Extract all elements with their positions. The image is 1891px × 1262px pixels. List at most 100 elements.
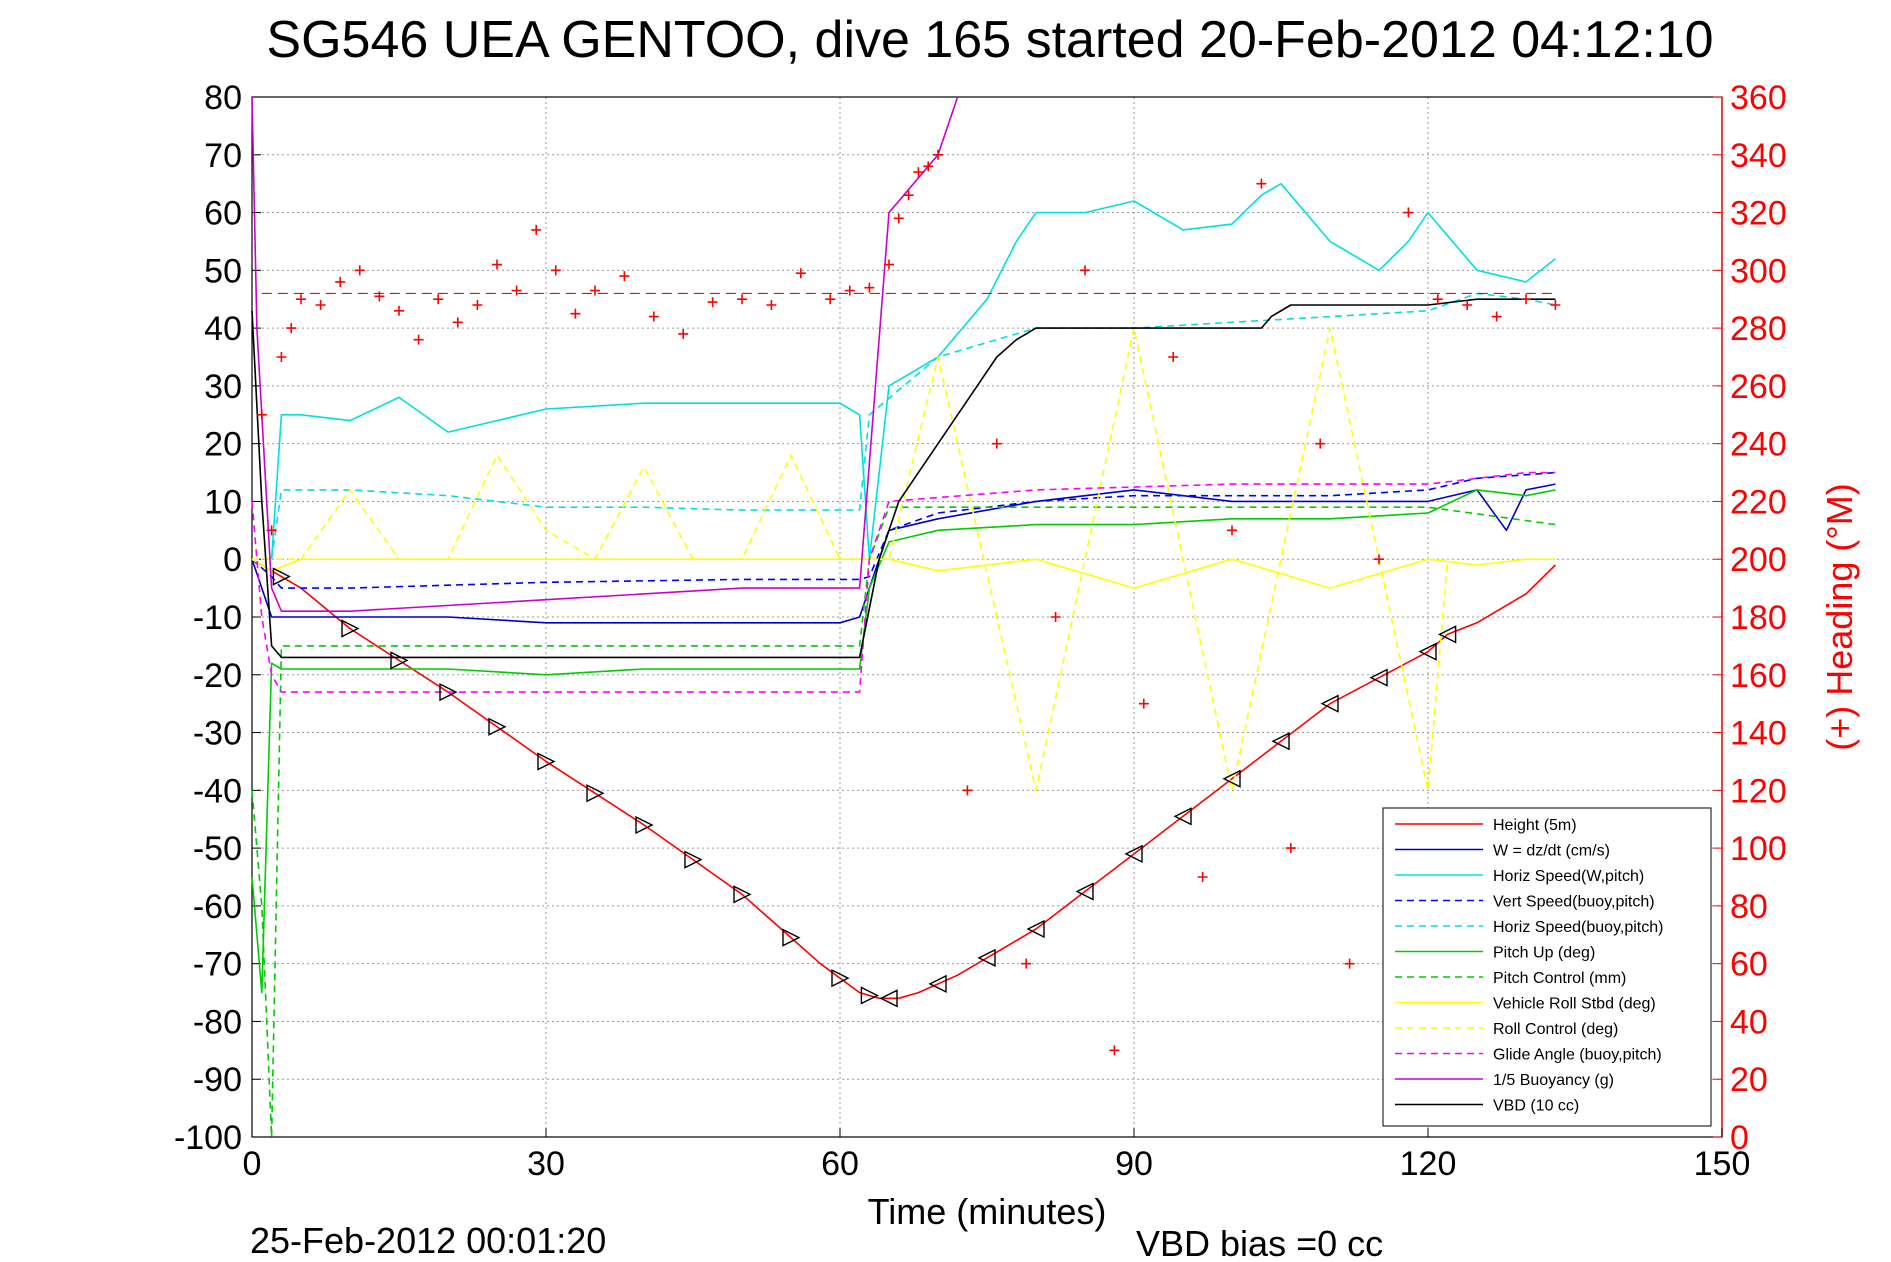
heading-point — [1521, 294, 1531, 305]
legend-label: Roll Control (deg) — [1493, 1021, 1618, 1038]
y-tick-label: 10 — [204, 483, 242, 521]
legend-label: Horiz Speed(buoy,pitch) — [1493, 919, 1663, 936]
x-tick-label: 150 — [1694, 1145, 1751, 1183]
y-tick-label: -30 — [193, 715, 242, 753]
x-tick-label: 120 — [1400, 1145, 1457, 1183]
dive-marker-left — [977, 948, 996, 968]
heading-point — [1227, 525, 1237, 536]
y2-tick-label: 220 — [1730, 483, 1787, 521]
y2-tick-label: 160 — [1730, 657, 1787, 695]
heading-point — [766, 300, 777, 310]
legend-box — [1382, 807, 1712, 1127]
y2-tick-label: 140 — [1730, 715, 1787, 753]
y-tick-label: -50 — [193, 830, 242, 868]
legend-label: Height (5m) — [1493, 817, 1577, 834]
heading-point — [296, 294, 306, 305]
dive-markers — [272, 567, 1457, 1008]
y-tick-label: -60 — [193, 888, 242, 926]
heading-point — [335, 276, 346, 287]
series-line-2 — [270, 182, 1556, 561]
heading-point — [1197, 872, 1208, 882]
heading-point — [266, 525, 277, 536]
y2-tick-label: 360 — [1730, 79, 1787, 117]
series-line-3 — [251, 471, 1556, 589]
y2-tick-label: 0 — [1730, 1119, 1749, 1157]
dive-marker-right — [860, 986, 879, 1005]
series-lines — [251, 96, 1556, 1138]
heading-point — [1462, 300, 1473, 310]
dive-marker-right — [488, 717, 507, 736]
legend-label: Glide Angle (buoy,pitch) — [1493, 1047, 1662, 1064]
y2-tick-label: 80 — [1730, 888, 1768, 926]
y-tick-label: -90 — [193, 1061, 242, 1099]
chart-title: SG546 UEA GENTOO, dive 165 started 20-Fe… — [266, 11, 1713, 69]
x-axis-label: Time (minutes) — [868, 1191, 1107, 1232]
heading-point — [354, 265, 365, 276]
footer-date: 25-Feb-2012 00:01:20 — [250, 1220, 606, 1261]
x-tick-label: 30 — [527, 1145, 565, 1183]
y2-tick-label: 320 — [1730, 195, 1787, 233]
y-tick-label: 30 — [204, 368, 242, 406]
dive-marker-right — [390, 651, 409, 670]
y2-tick-label: 340 — [1730, 137, 1787, 175]
legend-label: Vert Speed(buoy,pitch) — [1493, 894, 1655, 911]
x-tick-label: 0 — [243, 1145, 262, 1183]
series-line-0 — [251, 558, 1556, 1000]
heading-point — [1021, 958, 1032, 969]
heading-point — [1315, 438, 1326, 449]
series-line-10 — [251, 96, 959, 613]
y-tick-label: -80 — [193, 1003, 242, 1041]
y-tick-label: -10 — [193, 599, 242, 637]
x-tick-label: 90 — [1115, 1145, 1153, 1183]
dive-marker-left — [879, 989, 898, 1008]
y-tick-label: -100 — [174, 1119, 242, 1157]
heading-point — [1550, 300, 1561, 310]
heading-point — [991, 438, 1002, 449]
legend-label: Pitch Up (deg) — [1493, 945, 1595, 962]
heading-point — [678, 328, 689, 339]
y-tick-label: 0 — [223, 541, 242, 579]
series-line-1 — [251, 483, 1556, 624]
dive-marker-right — [733, 885, 752, 904]
y-tick-label: 80 — [204, 79, 242, 117]
heading-point — [570, 308, 581, 319]
dive-marker-right — [439, 682, 458, 702]
heading-point — [1109, 1045, 1120, 1056]
y-axis: 80 70 60 50 40 30 20 10 0 -10 -20 -30 -40 -50 -60 -70 -8… — [174, 79, 261, 1157]
heading-point — [472, 300, 483, 310]
y2-tick-label: 40 — [1730, 1003, 1768, 1041]
heading-point — [1050, 612, 1061, 622]
heading-point — [1168, 352, 1179, 362]
y-tick-label: 50 — [204, 252, 242, 290]
dive-marker-left — [1369, 668, 1388, 687]
y2-axis: 3603403203002802602402202001801601401201… — [1713, 79, 1787, 1157]
heading-point — [844, 285, 855, 296]
heading-point — [413, 334, 424, 345]
y2-tick-label: 200 — [1730, 541, 1787, 579]
dive-marker-left — [1075, 882, 1094, 901]
y2-tick-label: 20 — [1730, 1061, 1768, 1099]
y-tick-label: 40 — [204, 310, 242, 348]
dive-marker-left — [1026, 919, 1045, 939]
heading-point — [884, 259, 894, 270]
dive-marker-right — [782, 928, 801, 947]
heading-point — [1491, 311, 1502, 322]
y2-tick-label: 240 — [1730, 426, 1787, 464]
x-tick-label: 60 — [821, 1145, 859, 1183]
dive-marker-right — [272, 567, 291, 586]
heading-point — [825, 294, 836, 305]
series-line-5 — [251, 489, 1556, 994]
dive-marker-left — [1173, 807, 1192, 826]
heading-point — [923, 161, 934, 172]
y-tick-label: 60 — [204, 195, 242, 233]
y2-tick-label: 120 — [1730, 772, 1787, 810]
heading-point — [511, 285, 522, 296]
dive-marker-right — [684, 850, 703, 869]
heading-point — [315, 300, 326, 310]
heading-point — [492, 259, 502, 270]
legend: Height (5m) W = dz/dt (cm/s) Horiz Speed(W… — [1382, 807, 1712, 1127]
dive-marker-left — [1124, 844, 1143, 864]
series-line-9 — [251, 471, 1556, 693]
y2-tick-label: 300 — [1730, 252, 1787, 290]
y2-tick-label: 60 — [1730, 946, 1768, 984]
